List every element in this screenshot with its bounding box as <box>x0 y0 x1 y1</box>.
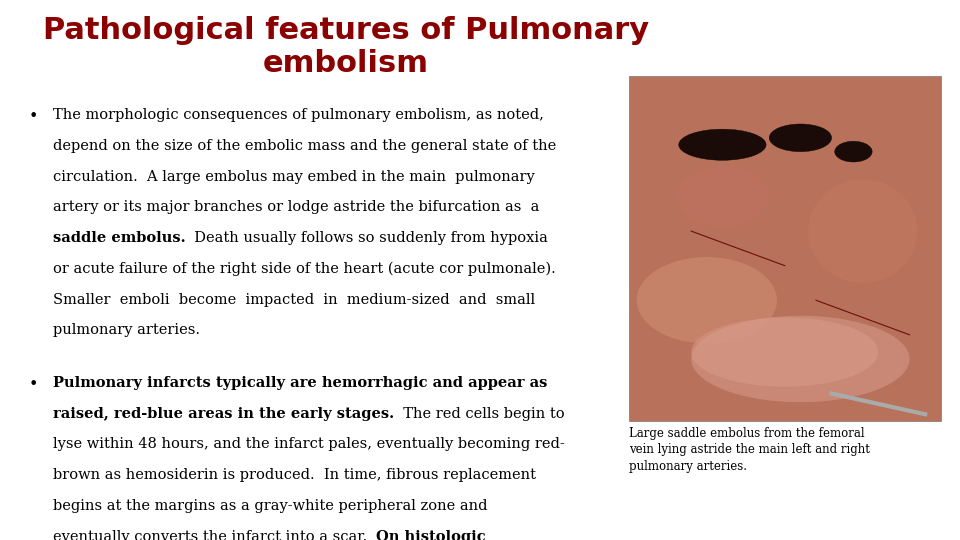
Ellipse shape <box>636 257 777 343</box>
Text: •: • <box>29 376 38 393</box>
Text: eventually converts the infarct into a scar.: eventually converts the infarct into a s… <box>53 530 376 540</box>
Text: circulation.  A large embolus may embed in the main  pulmonary: circulation. A large embolus may embed i… <box>53 170 535 184</box>
Ellipse shape <box>691 316 909 402</box>
Text: Large saddle embolus from the femoral
vein lying astride the main left and right: Large saddle embolus from the femoral ve… <box>629 427 870 472</box>
Text: •: • <box>29 108 38 125</box>
Text: The red cells begin to: The red cells begin to <box>394 407 564 421</box>
Ellipse shape <box>808 179 918 283</box>
Text: depend on the size of the embolic mass and the general state of the: depend on the size of the embolic mass a… <box>53 139 556 153</box>
Text: or acute failure of the right side of the heart (acute cor pulmonale).: or acute failure of the right side of th… <box>53 262 556 276</box>
Text: raised, red-blue areas in the early stages.: raised, red-blue areas in the early stag… <box>53 407 394 421</box>
Text: artery or its major branches or lodge astride the bifurcation as  a: artery or its major branches or lodge as… <box>53 200 540 214</box>
Text: brown as hemosiderin is produced.  In time, fibrous replacement: brown as hemosiderin is produced. In tim… <box>53 468 536 482</box>
Text: Pulmonary infarcts typically are hemorrhagic and appear as: Pulmonary infarcts typically are hemorrh… <box>53 376 547 390</box>
Ellipse shape <box>676 165 769 228</box>
Ellipse shape <box>835 141 873 162</box>
Ellipse shape <box>769 124 831 152</box>
Text: Smaller  emboli  become  impacted  in  medium-sized  and  small: Smaller emboli become impacted in medium… <box>53 293 535 307</box>
Text: lyse within 48 hours, and the infarct pales, eventually becoming red-: lyse within 48 hours, and the infarct pa… <box>53 437 564 451</box>
Text: Death usually follows so suddenly from hypoxia: Death usually follows so suddenly from h… <box>185 231 548 245</box>
Text: begins at the margins as a gray-white peripheral zone and: begins at the margins as a gray-white pe… <box>53 499 488 513</box>
Text: pulmonary arteries.: pulmonary arteries. <box>53 323 200 338</box>
Ellipse shape <box>691 318 878 387</box>
Ellipse shape <box>679 129 766 160</box>
Text: The morphologic consequences of pulmonary embolism, as noted,: The morphologic consequences of pulmonar… <box>53 108 543 122</box>
Text: Pathological features of Pulmonary
embolism: Pathological features of Pulmonary embol… <box>42 16 649 78</box>
Text: saddle embolus.: saddle embolus. <box>53 231 185 245</box>
Text: On histologic: On histologic <box>376 530 486 540</box>
Bar <box>629 76 941 421</box>
